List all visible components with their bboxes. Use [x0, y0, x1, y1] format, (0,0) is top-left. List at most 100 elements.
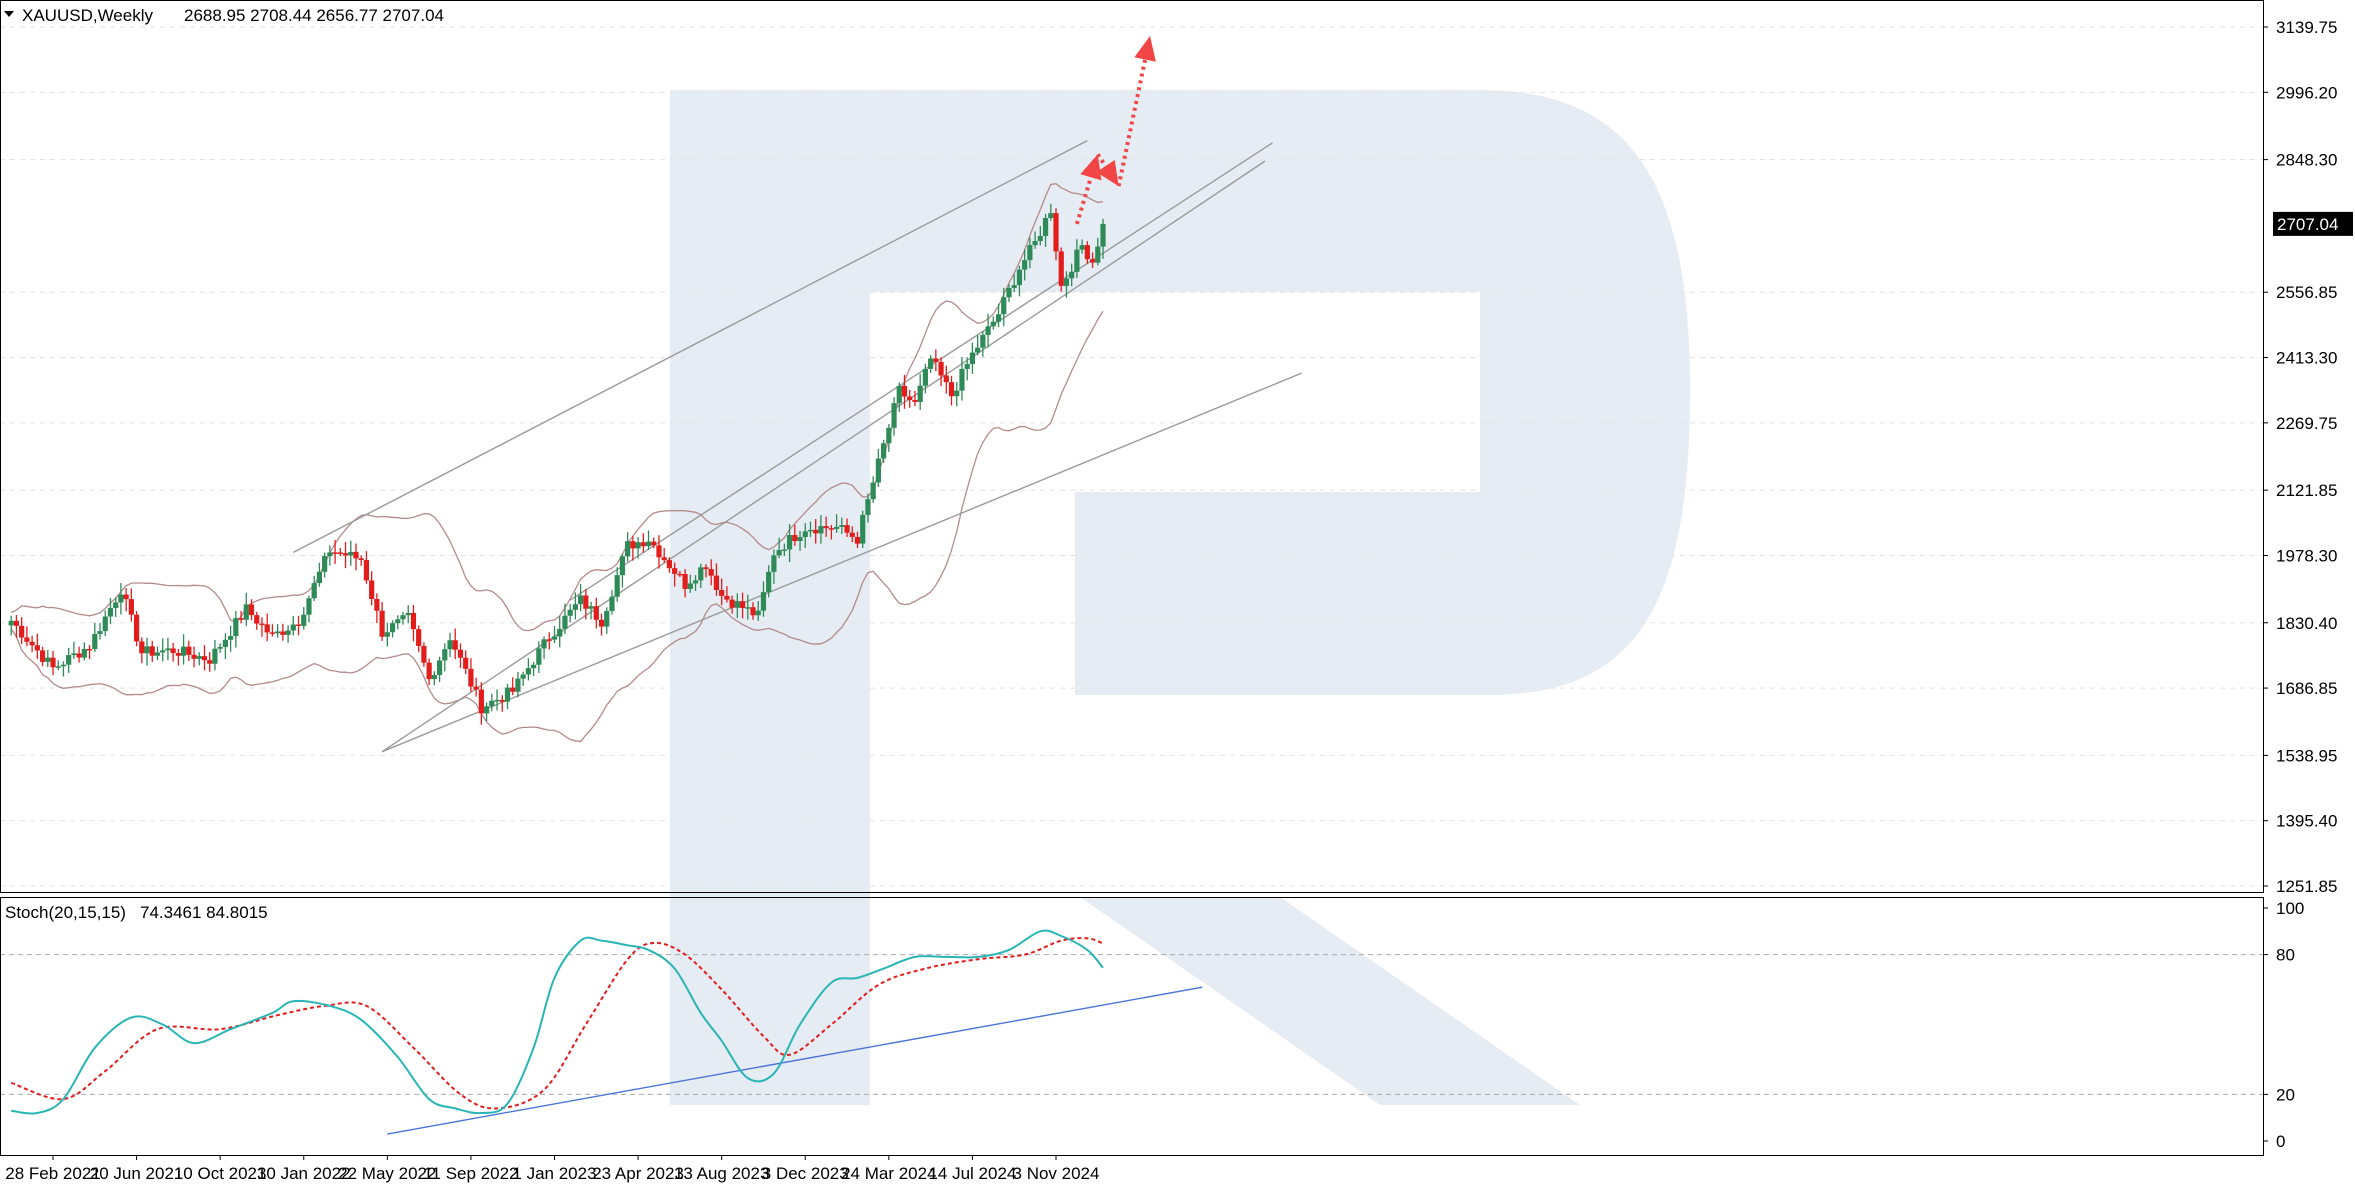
candle: [604, 607, 610, 634]
candle: [922, 363, 929, 394]
candle: [933, 349, 939, 372]
stoch-lines: [10, 929, 1104, 1115]
candle: [290, 616, 296, 636]
candle: [34, 633, 40, 659]
candle: [619, 553, 626, 588]
candle: [102, 610, 108, 637]
candle: [625, 532, 631, 562]
candle-body: [254, 615, 260, 624]
candle-body: [60, 664, 67, 667]
dropdown-triangle-icon[interactable]: [4, 11, 14, 17]
time-axis-label: 11 Sep 2022: [423, 1164, 518, 1183]
candle: [771, 549, 777, 584]
candle-body: [463, 657, 469, 669]
candle-body: [734, 601, 740, 608]
candle-body: [672, 568, 678, 574]
candle: [1084, 241, 1090, 264]
candle-body: [436, 660, 443, 676]
candle-body: [593, 606, 599, 620]
candle: [24, 626, 30, 647]
candle-body: [19, 625, 25, 638]
candle: [144, 637, 150, 666]
candle: [703, 564, 709, 578]
candle-body: [807, 529, 814, 532]
time-axis-label: 13 Aug 2023: [674, 1164, 769, 1183]
candle-body: [551, 636, 558, 640]
stoch-axis-label: 20: [2276, 1085, 2295, 1104]
stoch-trend-line: [387, 986, 1203, 1135]
price-gridlines: [0, 26, 2263, 887]
stoch-header: Stoch(20,15,15) 74.3461 84.8015: [5, 903, 268, 922]
candle: [233, 610, 239, 648]
candle-body: [912, 400, 918, 402]
candle-body: [332, 552, 338, 554]
candle-body: [416, 629, 422, 646]
candle-body: [567, 609, 573, 616]
price-axis-label: 1830.40: [2276, 614, 2337, 633]
candle-body: [536, 648, 542, 665]
candle: [316, 562, 323, 587]
forecast-path: [1074, 35, 1156, 225]
candle: [207, 652, 213, 672]
candle: [593, 597, 599, 629]
candle-body: [1089, 259, 1096, 263]
time-axis-label: 10 Oct 2021: [174, 1164, 267, 1183]
candle: [457, 643, 464, 668]
candle-body: [802, 531, 808, 538]
candle: [677, 570, 683, 578]
candle: [698, 563, 704, 589]
price-axis-label: 2996.20: [2276, 83, 2337, 102]
candle: [123, 587, 129, 612]
candle-body: [917, 385, 923, 402]
candle-body: [483, 706, 490, 714]
candle-body: [327, 552, 333, 557]
candle-body: [285, 630, 291, 635]
candle: [713, 563, 720, 596]
candle: [348, 540, 354, 566]
candle: [322, 552, 328, 578]
candle-body: [280, 631, 286, 635]
candle-body: [677, 573, 683, 576]
candle-body: [510, 687, 516, 692]
candle-body: [1074, 249, 1080, 272]
candle-body: [625, 541, 631, 557]
candle-body: [729, 599, 735, 608]
price-panel-frame: [0, 0, 2264, 893]
candle-body: [1063, 278, 1070, 286]
candle-body: [468, 668, 474, 687]
candle-body: [379, 610, 385, 637]
candle: [980, 331, 986, 357]
candle: [1016, 265, 1023, 297]
candle: [342, 542, 349, 569]
candle-body: [844, 525, 850, 533]
candle-body: [562, 615, 568, 629]
candle: [212, 639, 218, 671]
ohlc-label: 2688.95 2708.44 2656.77 2707.04: [184, 6, 444, 25]
candle-body: [342, 553, 349, 556]
candle-body: [975, 347, 981, 353]
candle-body: [990, 321, 996, 327]
candle-body: [813, 529, 819, 534]
candle-body: [421, 645, 427, 663]
candle-body: [755, 610, 761, 616]
candle-body: [964, 364, 970, 369]
stoch-signal-line: [10, 937, 1104, 1110]
candle-body: [854, 536, 861, 544]
price-axis-label: 2413.30: [2276, 349, 2337, 368]
candle-body: [531, 664, 537, 669]
candle-body: [238, 618, 244, 620]
time-axis-label: 3 Nov 2024: [1013, 1164, 1100, 1183]
candle: [128, 588, 134, 622]
candle-body: [92, 634, 98, 650]
candle: [379, 602, 385, 641]
stoch-main-line: [11, 929, 1104, 1115]
candle: [807, 521, 814, 538]
candle: [358, 555, 364, 566]
stoch-values-label: 74.3461 84.8015: [140, 903, 268, 922]
candle: [228, 625, 234, 652]
candle-body: [290, 624, 296, 631]
candle: [588, 601, 594, 620]
candle-body: [431, 675, 437, 680]
candle-body: [630, 541, 636, 549]
